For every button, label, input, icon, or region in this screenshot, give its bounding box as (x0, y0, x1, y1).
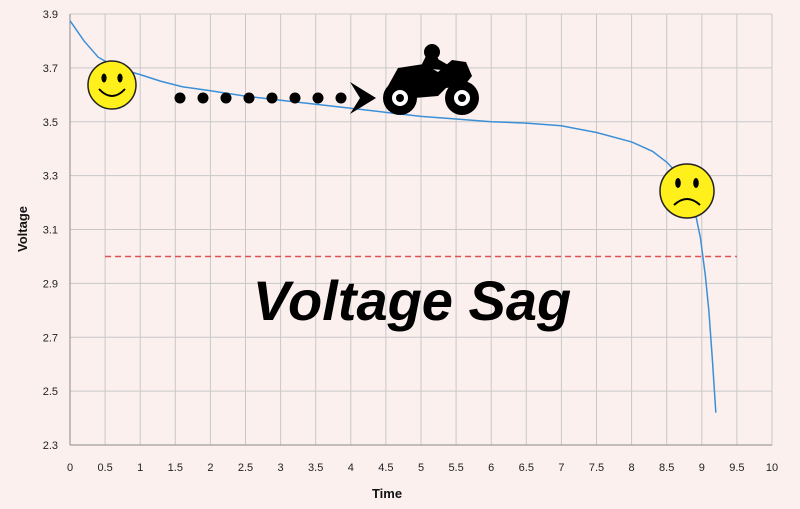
x-tick-label: 7.5 (589, 462, 604, 474)
x-tick-label: 6.5 (519, 462, 534, 474)
x-tick-label: 10 (766, 462, 778, 474)
y-tick-label: 3.7 (43, 63, 58, 75)
x-axis-title: Time (372, 486, 402, 501)
y-tick-label: 2.9 (43, 278, 58, 290)
y-tick-labels: 2.3 2.5 2.7 2.9 3.1 3.3 3.5 3.7 3.9 (43, 9, 58, 452)
x-tick-label: 5 (418, 462, 424, 474)
axes (69, 14, 772, 446)
smiley-face-icon (87, 60, 137, 110)
x-tick-label: 2 (207, 462, 213, 474)
x-tick-label: 9.5 (729, 462, 744, 474)
y-tick-label: 2.3 (43, 440, 58, 452)
x-tick-labels: 0 0.5 1 1.5 2 2.5 3 3.5 4 4.5 5 5.5 6 6.5 7 7.5 8 8.5 9 9.5… (67, 462, 778, 474)
y-tick-label: 3.9 (43, 9, 58, 21)
y-tick-label: 2.7 (43, 332, 58, 344)
x-tick-label: 1 (137, 462, 143, 474)
x-tick-label: 4 (348, 462, 354, 474)
y-tick-label: 3.3 (43, 171, 58, 183)
x-tick-label: 1.5 (168, 462, 183, 474)
x-tick-label: 2.5 (238, 462, 253, 474)
x-tick-label: 7 (558, 462, 564, 474)
x-tick-label: 0.5 (97, 462, 112, 474)
y-tick-label: 3.1 (43, 225, 58, 237)
x-tick-label: 3.5 (308, 462, 323, 474)
x-tick-label: 3 (278, 462, 284, 474)
x-tick-label: 0 (67, 462, 73, 474)
sad-face-icon (659, 163, 715, 219)
x-tick-label: 5.5 (448, 462, 463, 474)
motorcycle-icon (383, 44, 479, 115)
y-tick-label: 3.5 (43, 117, 58, 129)
x-tick-label: 9 (699, 462, 705, 474)
x-tick-label: 8 (629, 462, 635, 474)
y-axis-title: Voltage (15, 206, 30, 252)
y-tick-label: 2.5 (43, 386, 58, 398)
x-tick-label: 4.5 (378, 462, 393, 474)
voltage-sag-annotation: Voltage Sag (253, 269, 571, 332)
dotted-arrow-icon (174, 82, 376, 114)
x-tick-label: 6 (488, 462, 494, 474)
x-tick-label: 8.5 (659, 462, 674, 474)
